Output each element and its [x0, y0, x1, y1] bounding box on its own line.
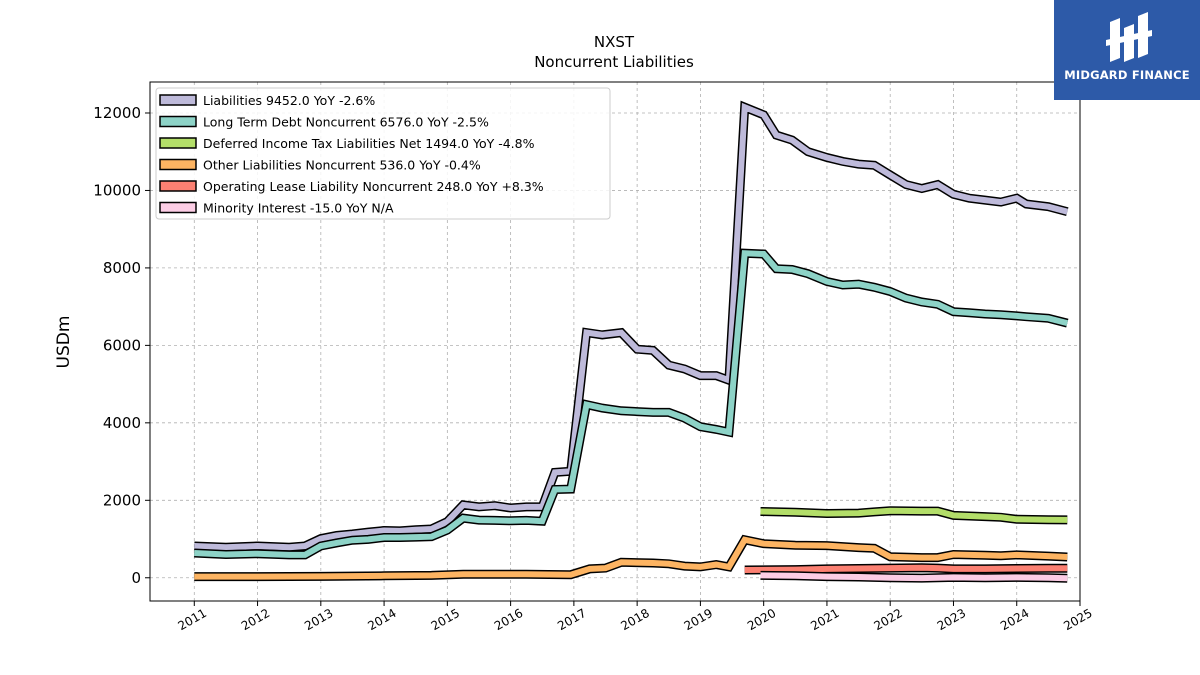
y-tick-label: 2000 [103, 491, 141, 509]
brand-logo-mark-icon [1106, 12, 1152, 62]
chart-title: NXST [594, 33, 635, 51]
legend-label-4: Other Liabilities Noncurrent 536.0 YoY -… [203, 158, 481, 173]
x-tick-label: 2016 [492, 606, 525, 633]
legend-box [155, 87, 611, 220]
series-line-5 [744, 563, 1068, 575]
x-tick-label: 2014 [365, 606, 398, 633]
series-lines [194, 100, 1069, 583]
series-stroke-6 [760, 572, 1068, 582]
chart-subtitle: Noncurrent Liabilities [534, 53, 694, 71]
series-stroke-5 [744, 564, 1068, 573]
x-tick-label: 2022 [871, 606, 904, 633]
legend-label-6: Minority Interest -15.0 YoY N/A [203, 201, 394, 216]
x-tick-label: 2018 [618, 606, 651, 633]
plot-frame [149, 81, 1081, 602]
series-line-4 [194, 534, 1068, 582]
y-tick-label: 10000 [93, 181, 141, 199]
legend-label-3: Deferred Income Tax Liabilities Net 1494… [203, 136, 535, 151]
series-stroke-1 [194, 102, 1069, 551]
x-tick-label: 2021 [808, 606, 841, 633]
x-tick-label: 2020 [745, 606, 778, 633]
series-line-2 [194, 248, 1069, 560]
y-tick-label: 4000 [103, 414, 141, 432]
legend-swatch-5 [159, 180, 197, 192]
series-line-3 [760, 506, 1068, 525]
legend-swatch-1 [159, 94, 197, 106]
y-tick-label: 0 [131, 569, 141, 587]
series-stroke-3 [760, 507, 1068, 523]
y-tick-label: 6000 [103, 336, 141, 354]
x-tick-label: 2024 [998, 606, 1031, 633]
legend-swatch-4 [159, 158, 197, 171]
x-tick-label: 2023 [935, 606, 968, 633]
series-stroke-2 [194, 250, 1069, 558]
series-line-1 [194, 100, 1069, 552]
legend-label-2: Long Term Debt Noncurrent 6576.0 YoY -2.… [203, 115, 489, 130]
x-tick-label: 2017 [555, 606, 588, 633]
brand-logo: MIDGARD FINANCE [1054, 0, 1200, 100]
legend-swatch-3 [159, 137, 197, 149]
x-tick-label: 2019 [682, 606, 715, 633]
x-tick-label: 2015 [429, 606, 462, 633]
x-tick-label: 2025 [1061, 606, 1094, 633]
y-axis-label: USDm [54, 316, 74, 369]
legend: Liabilities 9452.0 YoY -2.6% Long Term De… [155, 87, 611, 220]
legend-label-1: Liabilities 9452.0 YoY -2.6% [203, 93, 375, 108]
series-line-6 [760, 570, 1068, 583]
y-tick-label: 8000 [103, 259, 141, 277]
series-stroke-4 [194, 536, 1068, 580]
x-tick-label: 2013 [302, 606, 335, 633]
x-tick-label: 2011 [176, 606, 209, 633]
brand-name: MIDGARD FINANCE [1064, 68, 1190, 82]
legend-swatch-6 [159, 201, 197, 214]
legend-label-5: Operating Lease Liability Noncurrent 248… [203, 179, 544, 194]
y-tick-label: 12000 [93, 104, 141, 122]
legend-swatch-2 [159, 115, 197, 128]
x-tick-label: 2012 [239, 606, 272, 633]
